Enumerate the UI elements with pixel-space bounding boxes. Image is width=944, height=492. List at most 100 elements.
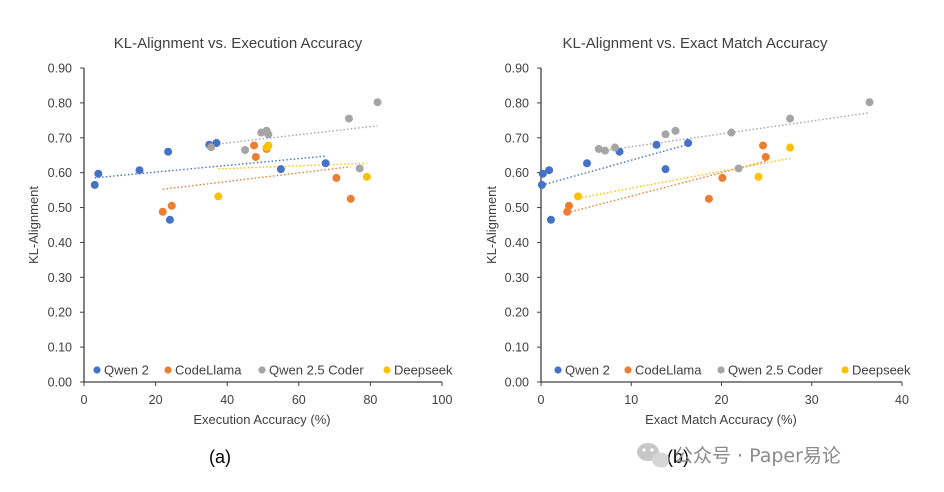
- data-point-codellama: [704, 194, 713, 203]
- trendline-deepseek: [218, 162, 367, 170]
- trendline-qwen-2: [541, 143, 689, 186]
- y-tick-label: 0.70: [505, 131, 529, 145]
- data-point-qwen-2: [321, 159, 330, 168]
- data-point-deepseek: [574, 192, 583, 201]
- data-point-qwen-2: [538, 169, 547, 178]
- data-point-qwen-2-5-coder: [661, 130, 670, 139]
- x-tick-label: 60: [292, 393, 306, 407]
- data-point-qwen-2: [276, 165, 285, 174]
- chart-panel-b: KL-Alignment vs. Exact Match Accuracy Ex…: [484, 35, 911, 467]
- x-tick-label: 40: [220, 393, 234, 407]
- y-tick-label: 0.70: [48, 131, 72, 145]
- data-point-qwen-2-5-coder: [671, 126, 680, 135]
- data-point-qwen-2-5-coder: [355, 164, 364, 173]
- data-point-codellama: [718, 173, 727, 182]
- legend-marker-qwen-2: [93, 366, 101, 374]
- legend-label-qwen-2: Qwen 2: [104, 363, 149, 378]
- data-point-qwen-2-5-coder: [207, 143, 216, 152]
- legend-label-qwen-2-5-coder: Qwen 2.5 Coder: [269, 363, 364, 378]
- data-point-codellama: [761, 152, 770, 161]
- y-tick-label: 0.00: [48, 376, 72, 390]
- x-tick-label: 80: [363, 393, 377, 407]
- y-tick-label: 0.50: [48, 201, 72, 215]
- trendline-codellama: [162, 165, 351, 190]
- data-point-deepseek: [754, 172, 763, 181]
- y-tick-label: 0.60: [505, 166, 529, 180]
- legend-label-qwen-2: Qwen 2: [565, 363, 610, 378]
- x-tick-label: 10: [624, 393, 638, 407]
- legend-label-codellama: CodeLlama: [175, 363, 242, 378]
- trendline-qwen-2-5-coder: [598, 112, 870, 153]
- data-point-qwen-2: [661, 165, 670, 174]
- x-tick-label: 0: [81, 393, 88, 407]
- data-point-codellama: [564, 201, 573, 210]
- data-point-qwen-2-5-coder: [601, 146, 610, 155]
- legend-label-codellama: CodeLlama: [635, 363, 702, 378]
- watermark-text: 公众号 · Paper易论: [674, 445, 841, 467]
- panel-label-b: (b): [667, 447, 689, 467]
- chart-title-a: KL-Alignment vs. Execution Accuracy: [114, 35, 363, 52]
- data-point-qwen-2: [212, 139, 221, 148]
- data-point-qwen-2-5-coder: [734, 164, 743, 173]
- y-tick-label: 0.80: [48, 96, 72, 110]
- y-tick-label: 0.60: [48, 166, 72, 180]
- data-point-qwen-2: [90, 180, 99, 189]
- data-point-codellama: [759, 141, 768, 150]
- y-tick-label: 0.10: [505, 341, 529, 355]
- data-point-codellama: [251, 152, 260, 161]
- legend-marker-qwen-2-5-coder: [717, 366, 725, 374]
- data-point-qwen-2: [684, 139, 693, 148]
- data-point-codellama: [346, 194, 355, 203]
- y-tick-label: 0.20: [505, 306, 529, 320]
- panel-label-a: (a): [209, 447, 231, 467]
- y-tick-label: 0.90: [505, 62, 529, 76]
- y-axis-label-b: KL-Alignment: [484, 186, 499, 264]
- y-tick-label: 0.40: [48, 236, 72, 250]
- x-axis-label-a: Execution Accuracy (%): [193, 412, 330, 427]
- y-tick-label: 0.80: [505, 96, 529, 110]
- legend-marker-deepseek: [841, 366, 849, 374]
- legend-label-deepseek: Deepseek: [852, 363, 911, 378]
- x-tick-label: 100: [432, 393, 453, 407]
- x-tick-label: 0: [538, 393, 545, 407]
- data-point-deepseek: [214, 192, 223, 201]
- data-point-deepseek: [786, 143, 795, 152]
- y-tick-label: 0.30: [48, 271, 72, 285]
- x-axis-label-b: Exact Match Accuracy (%): [645, 412, 797, 427]
- y-tick-label: 0.20: [48, 306, 72, 320]
- legend-marker-codellama: [164, 366, 172, 374]
- legend-marker-deepseek: [383, 366, 391, 374]
- data-point-qwen-2-5-coder: [594, 144, 603, 153]
- data-point-qwen-2-5-coder: [344, 114, 353, 123]
- data-point-qwen-2-5-coder: [727, 128, 736, 137]
- legend-label-deepseek: Deepseek: [394, 363, 453, 378]
- data-point-qwen-2: [537, 180, 546, 189]
- data-point-qwen-2: [94, 169, 103, 178]
- data-point-qwen-2: [545, 166, 554, 175]
- trendline-codellama: [566, 160, 766, 214]
- data-point-qwen-2: [583, 159, 592, 168]
- data-point-qwen-2: [546, 215, 555, 224]
- y-tick-label: 0.50: [505, 201, 529, 215]
- trendline-qwen-2: [94, 155, 326, 179]
- data-point-qwen-2-5-coder: [786, 114, 795, 123]
- data-point-codellama: [332, 173, 341, 182]
- legend-marker-codellama: [624, 366, 632, 374]
- trendline-qwen-2-5-coder: [211, 125, 378, 146]
- data-point-deepseek: [362, 172, 371, 181]
- legend-marker-qwen-2: [554, 366, 562, 374]
- data-point-deepseek: [264, 141, 273, 150]
- y-tick-label: 0.00: [505, 376, 529, 390]
- data-point-codellama: [167, 201, 176, 210]
- data-point-qwen-2-5-coder: [264, 130, 273, 139]
- data-point-qwen-2: [135, 166, 144, 175]
- y-tick-label: 0.40: [505, 236, 529, 250]
- data-point-qwen-2: [652, 140, 661, 149]
- y-tick-label: 0.30: [505, 271, 529, 285]
- chart-title-b: KL-Alignment vs. Exact Match Accuracy: [562, 35, 828, 52]
- y-axis-label-a: KL-Alignment: [26, 186, 41, 264]
- y-tick-label: 0.10: [48, 341, 72, 355]
- data-point-qwen-2: [165, 215, 174, 224]
- chart-panel-a: KL-Alignment vs. Execution Accuracy Exec…: [26, 35, 453, 467]
